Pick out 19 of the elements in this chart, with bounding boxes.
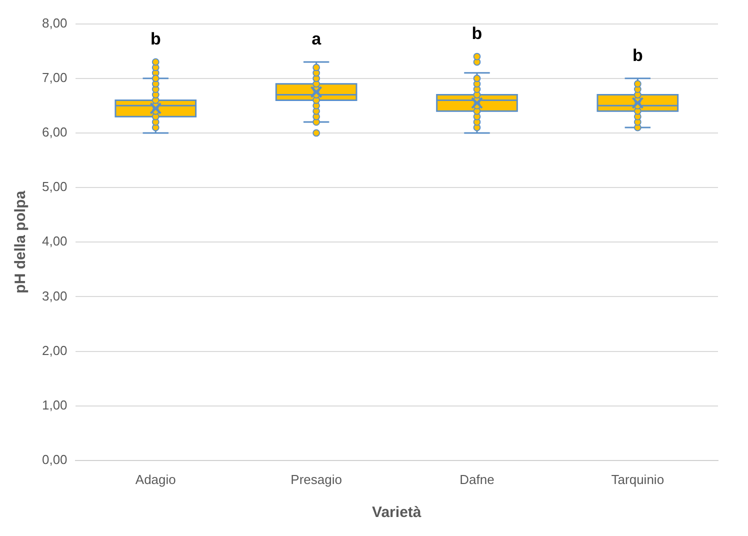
x-tick-label: Adagio [135,472,176,487]
y-tick-label: 4,00 [42,234,68,249]
y-tick-label: 3,00 [42,288,68,304]
y-tick-label: 0,00 [42,452,68,467]
y-tick-label: 7,00 [42,70,68,85]
y-tick-label: 2,00 [42,342,68,358]
y-tick-label: 6,00 [42,124,68,140]
annotation: b [472,24,482,44]
annotation: b [150,30,161,49]
y-tick-label: 1,00 [42,397,68,412]
annotation: a [312,30,322,49]
y-axis-title: pH della polpa [12,190,30,294]
x-axis-title: Varietà [372,504,422,522]
y-tick-label: 5,00 [42,179,68,194]
x-tick-label: Tarquinio [611,472,664,487]
x-tick-label: Presagio [290,472,342,487]
x-tick-label: Dafne [460,472,494,487]
y-tick-label: 8,00 [42,15,68,30]
annotation: b [632,46,643,66]
